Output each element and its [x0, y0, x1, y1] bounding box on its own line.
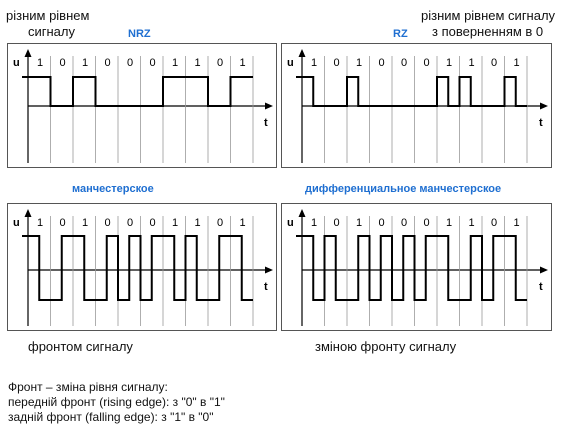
rz-signal-plot: u t 1 0 1 0 0 0 1 1 0 1	[287, 49, 548, 163]
bit-label: 1	[82, 57, 88, 69]
caption-bottom-right: зміною фронту сигналу	[315, 339, 457, 354]
panel-manchester: u t 1 0 1 0 0 0 1 1 0 1	[7, 203, 277, 331]
t-axis-label: t	[539, 281, 543, 293]
t-axis-arrow	[265, 266, 273, 274]
bit-label: 1	[514, 57, 520, 69]
title-rz: RZ	[393, 28, 408, 40]
u-axis-arrow	[24, 209, 32, 217]
bit-label: 1	[172, 57, 178, 69]
title-manchester: манчестерское	[72, 183, 154, 195]
u-axis-arrow	[298, 49, 306, 57]
bit-label: 0	[105, 217, 111, 229]
bit-label: 0	[491, 217, 497, 229]
u-axis-label: u	[287, 57, 294, 69]
bit-label: 1	[311, 57, 317, 69]
t-axis-arrow	[540, 102, 548, 110]
bit-label: 1	[195, 217, 201, 229]
bit-label: 1	[514, 217, 520, 229]
bit-label: 0	[127, 57, 133, 69]
bit-label: 1	[356, 217, 362, 229]
bit-label: 1	[469, 57, 475, 69]
bit-label: 1	[37, 57, 43, 69]
u-axis-label: u	[13, 57, 20, 69]
t-axis-arrow	[265, 102, 273, 110]
note-line-1: Фронт – зміна рівня сигналу:	[8, 380, 168, 394]
u-axis-arrow	[24, 49, 32, 57]
bit-label: 0	[60, 57, 66, 69]
u-axis-arrow	[298, 209, 306, 217]
bit-label: 0	[105, 57, 111, 69]
signal-waveform	[296, 235, 527, 301]
panel-diff-manchester: u t 1 0 1 0 0 0 1 1 0 1	[281, 203, 552, 331]
signal-waveform	[22, 76, 253, 107]
bit-label: 1	[240, 57, 246, 69]
bit-label: 0	[401, 217, 407, 229]
panel-nrz: u t 1 0 1 0 0 0 1 1 0 1	[7, 43, 277, 168]
diff-manchester-signal-plot: u t 1 0 1 0 0 0 1 1 0 1	[287, 209, 548, 326]
u-axis-label: u	[13, 217, 20, 229]
bit-label: 0	[424, 217, 430, 229]
bit-label: 0	[217, 57, 223, 69]
bit-label: 1	[356, 57, 362, 69]
bit-label: 0	[150, 57, 156, 69]
bit-label: 0	[60, 217, 66, 229]
caption-top-left-line2: сигналу	[28, 24, 75, 39]
bit-label: 0	[379, 217, 385, 229]
bit-label: 1	[311, 217, 317, 229]
bit-label: 0	[401, 57, 407, 69]
bit-label: 0	[217, 217, 223, 229]
signal-waveform	[296, 76, 527, 107]
t-axis-label: t	[264, 117, 268, 129]
t-axis-arrow	[540, 266, 548, 274]
bit-label: 1	[446, 57, 452, 69]
title-nrz: NRZ	[128, 28, 151, 40]
bit-label: 0	[424, 57, 430, 69]
t-axis-label: t	[539, 117, 543, 129]
bit-label: 1	[37, 217, 43, 229]
manchester-signal-plot: u t 1 0 1 0 0 0 1 1 0 1	[13, 209, 273, 326]
t-axis-label: t	[264, 281, 268, 293]
bit-label: 0	[150, 217, 156, 229]
caption-top-right-line1: різним рівнем сигналу	[421, 8, 556, 23]
caption-bottom-left: фронтом сигналу	[28, 339, 133, 354]
bit-label: 0	[379, 57, 385, 69]
panel-rz: u t 1 0 1 0 0 0 1 1 0 1	[281, 43, 552, 168]
bit-label: 1	[172, 217, 178, 229]
bit-label: 0	[491, 57, 497, 69]
u-axis-label: u	[287, 217, 294, 229]
caption-top-left-line1: різним рівнем	[6, 8, 90, 23]
nrz-signal-plot: u t 1 0 1 0 0 0 1 1 0 1	[13, 49, 273, 163]
bit-label: 1	[195, 57, 201, 69]
bit-label: 1	[82, 217, 88, 229]
note-line-3: задній фронт (falling edge): з "1" в "0"	[8, 410, 214, 424]
signal-waveform	[22, 235, 253, 301]
note-line-2: передній фронт (rising edge): з "0" в "1…	[8, 395, 225, 409]
bit-label: 0	[127, 217, 133, 229]
bit-label: 1	[240, 217, 246, 229]
caption-top-right-line2: з поверненням в 0	[432, 24, 544, 39]
bit-label: 1	[469, 217, 475, 229]
bit-label: 0	[334, 57, 340, 69]
bit-label: 0	[334, 217, 340, 229]
bit-label: 1	[446, 217, 452, 229]
title-diff-manchester: дифференциальное манчестерское	[305, 183, 502, 195]
